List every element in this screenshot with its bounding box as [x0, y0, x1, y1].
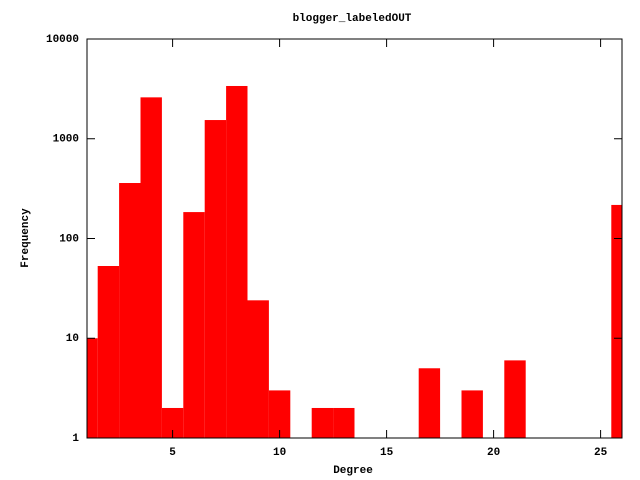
- bar: [119, 183, 141, 438]
- bar: [226, 85, 248, 438]
- bar: [333, 407, 355, 438]
- x-tick-label: 15: [380, 447, 394, 459]
- bar: [611, 204, 622, 438]
- bar: [204, 120, 227, 439]
- y-tick-label: 100: [59, 233, 79, 245]
- y-tick-label: 1000: [53, 134, 79, 146]
- bar: [504, 360, 526, 438]
- y-axis-label: Frequency: [20, 208, 32, 268]
- x-tick-label: 5: [169, 447, 176, 459]
- x-axis-label: Degree: [333, 465, 373, 477]
- bar: [161, 407, 184, 438]
- bar: [97, 266, 120, 438]
- y-tick-label: 10: [66, 333, 79, 345]
- bar: [140, 97, 162, 438]
- y-tick-label: 10000: [46, 34, 79, 46]
- bar: [461, 390, 483, 438]
- chart-title: blogger_labeledOUT: [293, 13, 412, 25]
- bar: [418, 368, 441, 438]
- bar: [247, 300, 269, 438]
- y-tick-label: 1: [72, 433, 79, 445]
- bar: [311, 407, 334, 438]
- x-tick-label: 20: [487, 447, 500, 459]
- bar: [183, 212, 205, 438]
- x-tick-label: 10: [273, 447, 286, 459]
- bar: [268, 390, 291, 438]
- x-tick-label: 25: [594, 447, 608, 459]
- plot-frame: [86, 38, 623, 439]
- bar: [87, 338, 98, 438]
